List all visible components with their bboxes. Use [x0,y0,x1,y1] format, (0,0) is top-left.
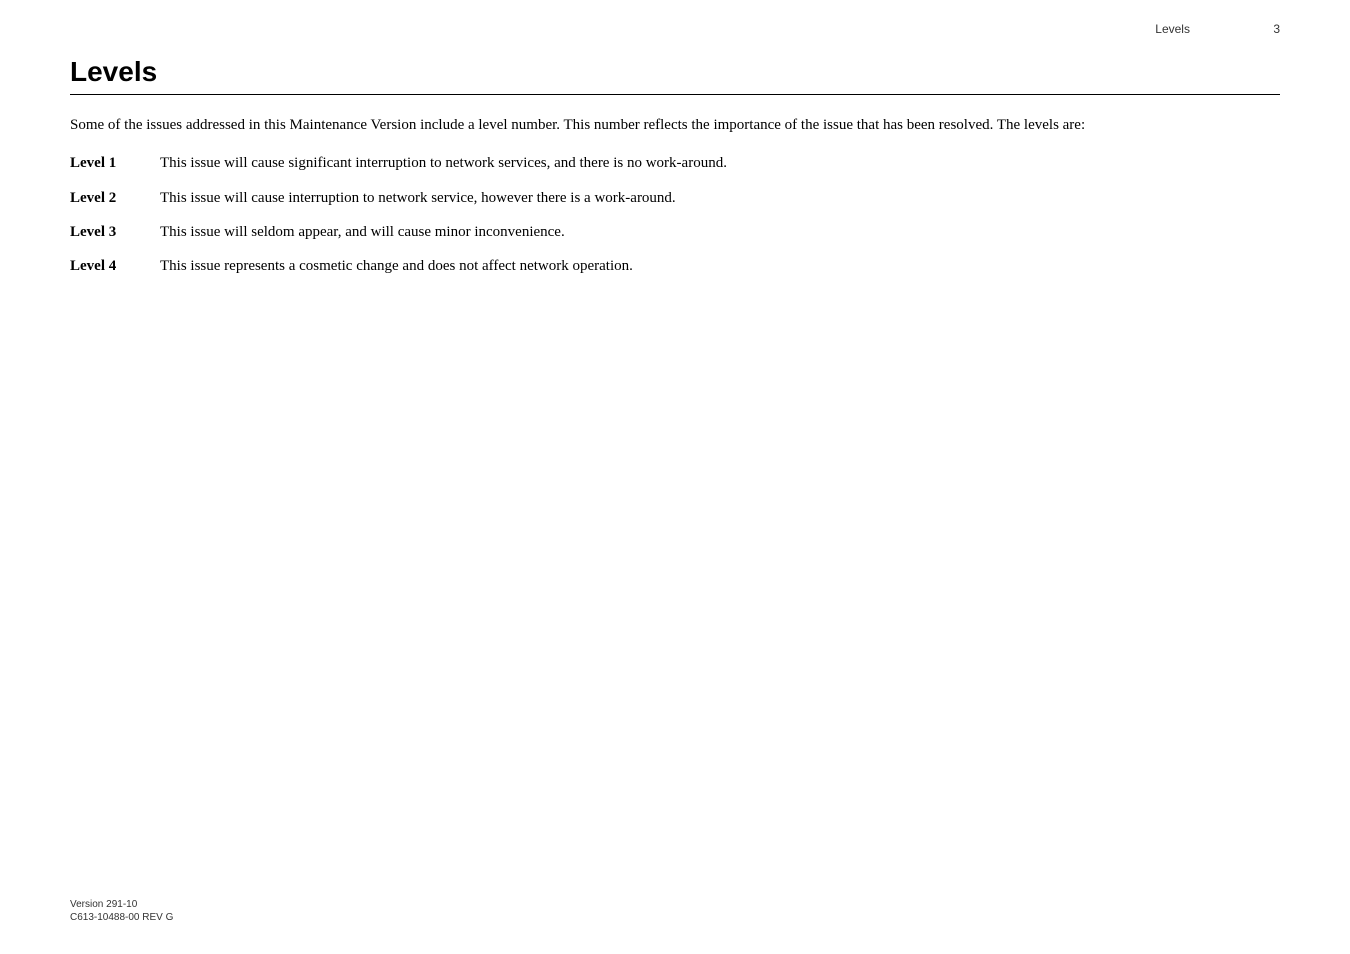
level-label: Level 2 [70,188,142,208]
level-label: Level 3 [70,222,142,242]
level-description: This issue will seldom appear, and will … [160,222,1280,242]
section-title: Levels [70,56,1280,88]
level-description: This issue will cause interruption to ne… [160,188,1280,208]
intro-paragraph: Some of the issues addressed in this Mai… [70,115,1270,135]
running-header-page-number: 3 [1273,22,1280,36]
level-label: Level 4 [70,256,142,276]
level-description: This issue will cause significant interr… [160,153,1280,173]
footer: Version 291-10 C613-10488-00 REV G [70,898,173,924]
levels-list: Level 1 This issue will cause significan… [70,153,1280,276]
footer-version: Version 291-10 [70,898,173,911]
running-header-section: Levels [1155,22,1190,36]
running-header: Levels 3 [1155,22,1280,36]
page: Levels 3 Levels Some of the issues addre… [0,0,1350,954]
footer-docnum: C613-10488-00 REV G [70,911,173,924]
level-description: This issue represents a cosmetic change … [160,256,1280,276]
level-label: Level 1 [70,153,142,173]
title-rule [70,94,1280,95]
